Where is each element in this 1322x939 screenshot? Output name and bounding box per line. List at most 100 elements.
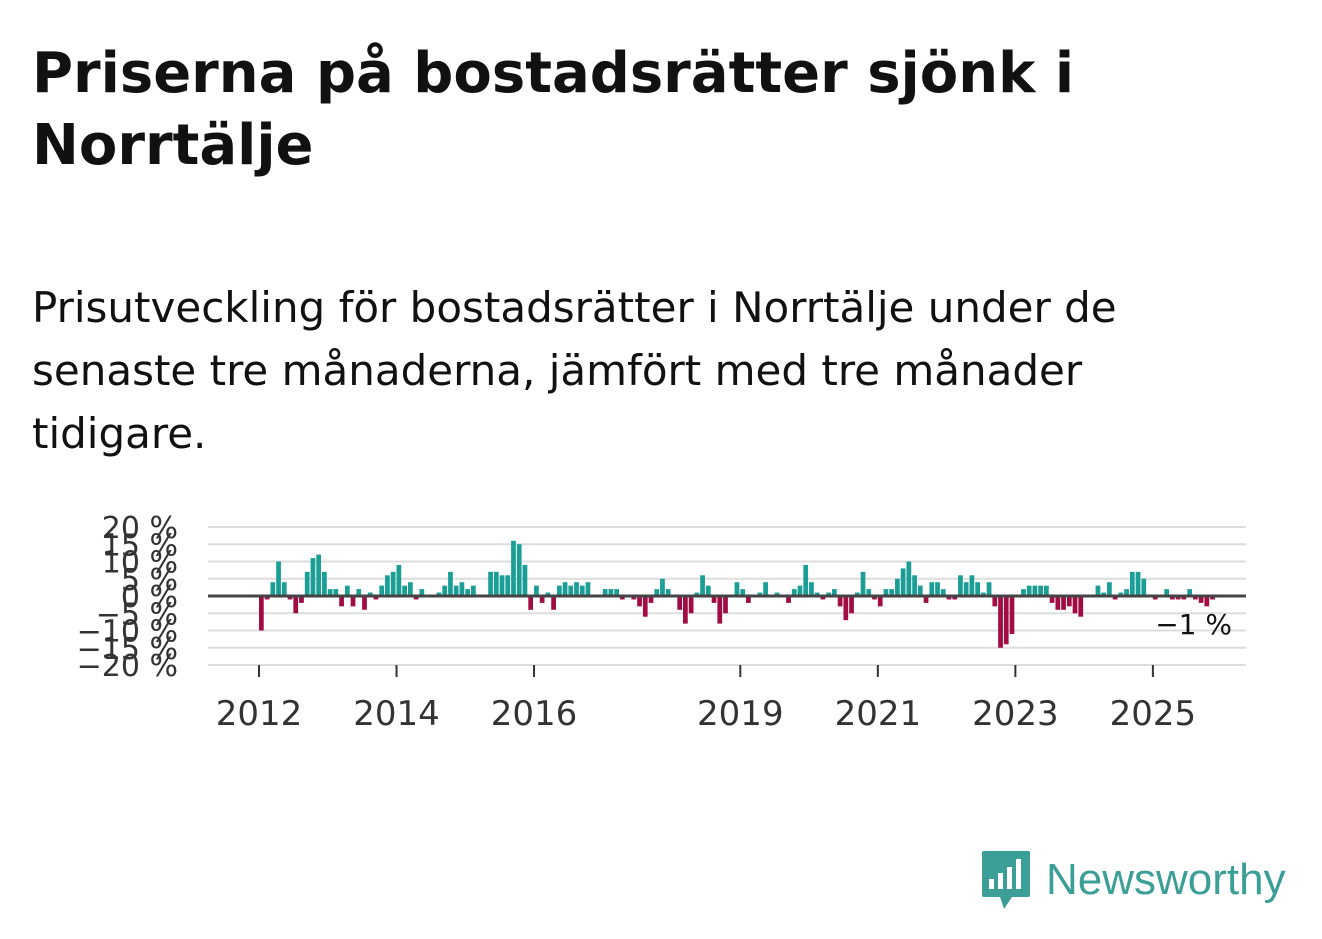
bar	[740, 589, 746, 596]
bar	[895, 578, 900, 596]
bar	[545, 592, 551, 596]
bar	[786, 596, 791, 603]
bar	[889, 589, 895, 596]
x-tick-label: 2025	[1110, 694, 1197, 734]
bar	[797, 585, 803, 596]
bar	[293, 596, 299, 614]
bar	[350, 596, 356, 607]
bar	[1135, 571, 1141, 596]
bar	[556, 585, 562, 596]
last-value-label: −1 %	[1155, 608, 1232, 641]
bar	[717, 596, 723, 624]
bar	[929, 582, 935, 596]
bar	[281, 582, 287, 596]
bar	[648, 596, 654, 603]
bar	[746, 596, 751, 603]
bar	[917, 585, 923, 596]
bar	[453, 585, 459, 596]
price-change-chart: 20 %15 %10 %5 %0 %−5 %−10 %−15 %−20 % 20…	[77, 511, 1246, 734]
bar	[448, 571, 453, 596]
bar	[757, 592, 763, 596]
bars	[259, 540, 1215, 648]
bar	[602, 589, 608, 596]
bar	[774, 592, 780, 596]
bar	[551, 596, 556, 610]
bar	[333, 589, 339, 596]
bar	[264, 596, 270, 600]
bar	[1066, 596, 1072, 607]
bar	[574, 582, 579, 596]
bar	[665, 589, 671, 596]
bar	[585, 582, 591, 596]
bar	[413, 596, 419, 600]
bar	[390, 571, 396, 596]
bar	[1072, 596, 1078, 614]
y-tick-label: 15 %	[102, 528, 178, 563]
bar	[958, 575, 963, 596]
bar	[259, 596, 264, 631]
bar	[1003, 596, 1009, 645]
bar	[385, 575, 390, 596]
bar	[734, 582, 740, 596]
bar	[1021, 589, 1026, 596]
x-axis: 2012 2014 2016 2019 2021 2023 2025	[216, 665, 1196, 734]
x-tick-label: 2023	[972, 694, 1059, 734]
bar	[608, 589, 614, 596]
bar	[1009, 596, 1015, 634]
bar	[912, 575, 917, 596]
bar	[499, 575, 505, 596]
bar	[791, 589, 797, 596]
bar	[619, 596, 625, 600]
bar	[963, 582, 969, 596]
bar	[419, 589, 425, 596]
bar	[860, 571, 866, 596]
bar	[562, 582, 568, 596]
bar	[579, 585, 585, 596]
bar	[1198, 596, 1204, 603]
bar	[631, 596, 637, 600]
bar	[872, 596, 877, 600]
y-tick-label: −15 %	[77, 632, 178, 667]
bar	[660, 578, 665, 596]
bar	[287, 596, 293, 600]
bar	[539, 596, 545, 603]
bar	[436, 592, 442, 596]
bar	[568, 585, 574, 596]
bar	[809, 582, 814, 596]
y-axis: 20 %15 %10 %5 %0 %−5 %−10 %−15 %−20 %	[77, 511, 178, 684]
bar	[980, 592, 986, 596]
bar	[803, 564, 809, 596]
bar	[826, 592, 831, 596]
chart-title: Priserna på bostadsrätter sjönk i Norrtä…	[32, 41, 1075, 178]
bar	[969, 575, 975, 596]
bar	[688, 596, 694, 614]
bar	[854, 592, 860, 596]
bar	[637, 596, 642, 607]
bar	[1101, 592, 1107, 596]
bar	[946, 596, 952, 600]
bar	[998, 596, 1003, 648]
bar	[923, 596, 929, 603]
bar	[1124, 589, 1129, 596]
x-tick-label: 2014	[353, 694, 440, 734]
bar	[952, 596, 958, 600]
bar	[1061, 596, 1066, 610]
bar	[1187, 589, 1192, 596]
bar	[1118, 592, 1124, 596]
bar	[1129, 571, 1135, 596]
bar	[465, 589, 471, 596]
bar	[700, 575, 705, 596]
bar	[276, 561, 281, 596]
bar	[459, 582, 465, 596]
y-tick-label: 10 %	[102, 546, 178, 581]
bar	[1210, 596, 1215, 600]
bar	[1107, 582, 1112, 596]
bar	[694, 592, 700, 596]
bar	[1032, 585, 1038, 596]
x-tick-label: 2016	[491, 694, 578, 734]
bar	[362, 596, 367, 610]
bar	[1164, 589, 1170, 596]
bar	[866, 589, 872, 596]
bar	[316, 554, 322, 596]
bar	[1170, 596, 1175, 600]
